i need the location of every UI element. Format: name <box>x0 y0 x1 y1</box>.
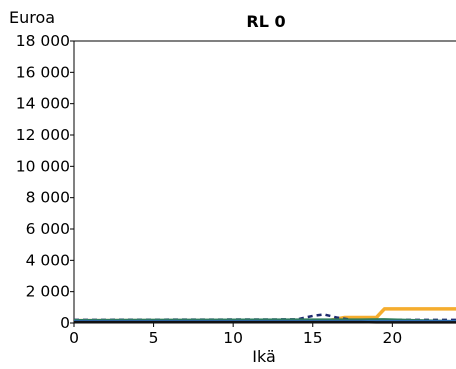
y-axis-label: Euroa <box>9 8 55 27</box>
x-tick-label: 10 <box>223 329 243 347</box>
y-tick-label: 18 000 <box>16 32 70 50</box>
x-axis-label: Ikä <box>252 347 276 366</box>
plot-area: 0 2 000 4 000 6 000 8 000 10 000 12 000 14 000 1… <box>16 32 456 347</box>
y-tick-label: 14 000 <box>16 95 70 113</box>
y-tick-label: 2 000 <box>26 283 70 301</box>
x-tick-label: 20 <box>382 329 402 347</box>
y-tick-label: 6 000 <box>26 220 70 238</box>
chart-title: RL 0 <box>246 12 285 31</box>
y-tick-label: 8 000 <box>26 189 70 207</box>
x-tick-label: 0 <box>69 329 79 347</box>
x-tick-label: 15 <box>303 329 323 347</box>
y-tick-label: 0 <box>60 314 70 332</box>
y-tick-label: 10 000 <box>16 157 70 175</box>
y-tick-label: 16 000 <box>16 63 70 81</box>
x-tick-label: 5 <box>149 329 159 347</box>
y-tick-label: 12 000 <box>16 126 70 144</box>
y-tick-label: 4 000 <box>26 251 70 269</box>
